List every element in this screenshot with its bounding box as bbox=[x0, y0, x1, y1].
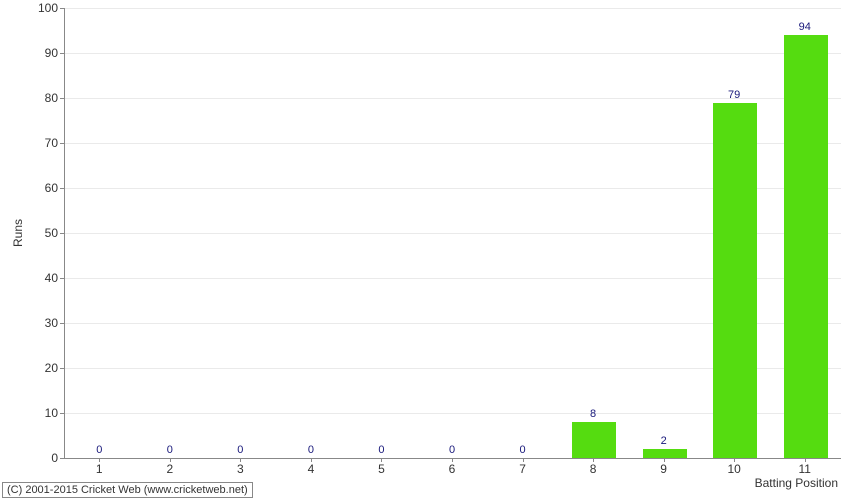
gridline bbox=[65, 8, 841, 9]
y-tick-label: 20 bbox=[18, 361, 58, 375]
y-tick-mark bbox=[60, 413, 64, 414]
bar-value-label: 79 bbox=[728, 89, 740, 101]
bar bbox=[784, 35, 828, 458]
bar-value-label: 2 bbox=[661, 435, 667, 447]
bar-value-label: 94 bbox=[799, 21, 811, 33]
y-tick-mark bbox=[60, 368, 64, 369]
x-tick-label: 8 bbox=[590, 462, 597, 476]
y-tick-mark bbox=[60, 98, 64, 99]
x-axis-label: Batting Position bbox=[755, 476, 838, 490]
bar-value-label: 0 bbox=[308, 444, 314, 456]
y-tick-mark bbox=[60, 233, 64, 234]
y-tick-label: 10 bbox=[18, 406, 58, 420]
bar-value-label: 0 bbox=[378, 444, 384, 456]
bar-value-label: 0 bbox=[96, 444, 102, 456]
x-tick-label: 4 bbox=[308, 462, 315, 476]
x-tick-label: 2 bbox=[166, 462, 173, 476]
chart-container: Runs Batting Position (C) 2001-2015 Cric… bbox=[0, 0, 850, 500]
x-tick-label: 3 bbox=[237, 462, 244, 476]
y-tick-mark bbox=[60, 143, 64, 144]
y-tick-mark bbox=[60, 323, 64, 324]
y-tick-label: 80 bbox=[18, 91, 58, 105]
y-tick-label: 90 bbox=[18, 46, 58, 60]
gridline bbox=[65, 458, 841, 459]
x-tick-label: 10 bbox=[727, 462, 740, 476]
bar-value-label: 8 bbox=[590, 408, 596, 420]
y-tick-label: 30 bbox=[18, 316, 58, 330]
gridline bbox=[65, 53, 841, 54]
x-tick-label: 7 bbox=[519, 462, 526, 476]
bar-value-label: 0 bbox=[167, 444, 173, 456]
gridline bbox=[65, 98, 841, 99]
y-tick-label: 50 bbox=[18, 226, 58, 240]
y-tick-label: 100 bbox=[18, 1, 58, 15]
x-tick-label: 5 bbox=[378, 462, 385, 476]
y-tick-mark bbox=[60, 8, 64, 9]
x-tick-label: 6 bbox=[449, 462, 456, 476]
plot-area bbox=[64, 8, 841, 459]
x-tick-label: 9 bbox=[660, 462, 667, 476]
copyright-text: (C) 2001-2015 Cricket Web (www.cricketwe… bbox=[2, 482, 253, 498]
y-tick-mark bbox=[60, 188, 64, 189]
y-tick-label: 0 bbox=[18, 451, 58, 465]
y-tick-label: 40 bbox=[18, 271, 58, 285]
bar-value-label: 0 bbox=[519, 444, 525, 456]
x-tick-label: 1 bbox=[96, 462, 103, 476]
y-tick-mark bbox=[60, 53, 64, 54]
x-tick-label: 11 bbox=[798, 462, 810, 476]
bar bbox=[643, 449, 687, 458]
y-tick-label: 70 bbox=[18, 136, 58, 150]
bar-value-label: 0 bbox=[449, 444, 455, 456]
bar-value-label: 0 bbox=[237, 444, 243, 456]
bar bbox=[572, 422, 616, 458]
y-tick-mark bbox=[60, 278, 64, 279]
y-tick-mark bbox=[60, 458, 64, 459]
bar bbox=[713, 103, 757, 459]
y-tick-label: 60 bbox=[18, 181, 58, 195]
